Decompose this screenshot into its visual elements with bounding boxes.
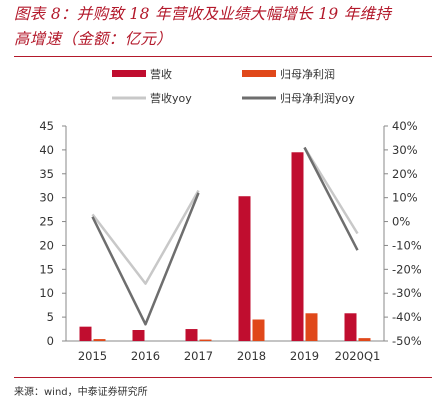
right-tick-label: -40% (392, 310, 422, 324)
left-tick-label: 20 (39, 238, 54, 252)
left-tick-label: 35 (39, 167, 54, 181)
legend-label-profit: 归母净利润 (280, 67, 335, 81)
plot-area: 0 5 10 15 20 25 30 35 40 45 -50% -40% -30% -20% -10% 0%… (39, 119, 421, 363)
left-tick-label: 5 (47, 310, 54, 324)
right-tick-label: 0% (392, 215, 410, 229)
left-tick-label: 45 (39, 119, 54, 133)
right-tick-label: 30% (392, 143, 418, 157)
right-tick-label: -10% (392, 238, 422, 252)
bar-revenue (185, 329, 198, 341)
footer-divider (14, 377, 432, 378)
bar-profit (358, 338, 371, 341)
bar-revenue (79, 326, 92, 341)
x-tick-label: 2019 (290, 349, 319, 363)
left-tick-label: 15 (39, 262, 54, 276)
bar-revenue (132, 330, 145, 341)
line-profit-yoy (91, 192, 200, 326)
source-note: 来源：wind，中泰证券研究所 (14, 387, 148, 398)
line-revenue-yoy (303, 146, 359, 235)
legend-swatch-revenue (112, 70, 146, 77)
left-tick-label: 0 (47, 334, 54, 348)
legend-swatch-profit (242, 70, 276, 77)
line-revenue-yoy (91, 189, 200, 285)
right-tick-label: -50% (392, 334, 422, 348)
left-tick-label: 25 (39, 215, 54, 229)
right-tick-label: 40% (392, 119, 418, 133)
legend-label-profit-yoy: 归母净利润yoy (280, 91, 355, 105)
bar-profit (305, 313, 318, 341)
x-tick-label: 2015 (78, 349, 107, 363)
bar-profit (252, 319, 265, 341)
bar-revenue (291, 152, 304, 341)
left-tick-label: 10 (39, 286, 54, 300)
right-tick-label: -30% (392, 286, 422, 300)
left-tick-label: 30 (39, 191, 54, 205)
right-tick-label: 20% (392, 167, 418, 181)
bar-profit (199, 339, 212, 341)
chart-title-line-2: 高增速（金额：亿元） (14, 30, 173, 48)
line-profit-yoy (303, 146, 359, 251)
chart-title-line-1: 图表 8：并购致 18 年营收及业绩大幅增长 19 年维持 (14, 5, 392, 23)
title-divider (14, 56, 432, 57)
right-tick-label: -20% (392, 262, 422, 276)
legend-label-revenue: 营收 (150, 67, 172, 81)
x-tick-label: 2016 (131, 349, 160, 363)
bar-revenue (344, 313, 357, 341)
x-tick-label: 2020Q1 (335, 349, 381, 363)
right-tick-label: 10% (392, 191, 418, 205)
chart-title: 图表 8：并购致 18 年营收及业绩大幅增长 19 年维持 高增速（金额：亿元） (14, 2, 434, 52)
x-tick-label: 2018 (237, 349, 266, 363)
left-tick-label: 40 (39, 143, 54, 157)
legend-label-revenue-yoy: 营收yoy (150, 91, 192, 105)
bar-revenue (238, 196, 251, 341)
x-tick-label: 2017 (184, 349, 213, 363)
bar-profit (93, 339, 106, 341)
legend: 营收 归母净利润 营收yoy 归母净利润yoy (112, 67, 355, 105)
